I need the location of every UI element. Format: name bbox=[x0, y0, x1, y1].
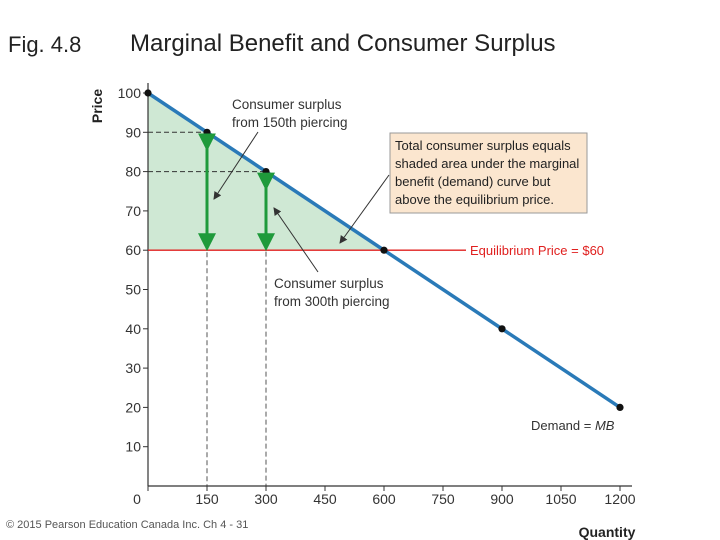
note-line-4: above the equilibrium price. bbox=[395, 192, 554, 207]
surplus-arrows-layer bbox=[198, 133, 275, 252]
x-tick-label-300: 300 bbox=[254, 491, 278, 507]
annotation-cs300-line-2: from 300th piercing bbox=[274, 294, 390, 309]
x-tick-label-150: 150 bbox=[195, 491, 219, 507]
annotation-cs300-line-1: Consumer surplus bbox=[274, 276, 384, 291]
y-tick-label-50: 50 bbox=[125, 282, 141, 298]
y-tick-label-30: 30 bbox=[125, 360, 141, 376]
demand-point-1200 bbox=[616, 403, 624, 411]
x-tick-label-900: 900 bbox=[490, 491, 514, 507]
demand-point-900 bbox=[498, 325, 506, 333]
x-axis-label: Quantity bbox=[579, 524, 636, 540]
note-line-3: benefit (demand) curve but bbox=[395, 174, 551, 189]
demand-point-300 bbox=[262, 168, 270, 176]
y-tick-label-90: 90 bbox=[125, 124, 141, 140]
x-tick-label-450: 450 bbox=[313, 491, 337, 507]
x-tick-label-1200: 1200 bbox=[604, 491, 635, 507]
copyright-text: © 2015 Pearson Education Canada Inc. Ch … bbox=[6, 519, 249, 531]
x-tick-label-750: 750 bbox=[431, 491, 455, 507]
demand-point-600 bbox=[380, 246, 388, 254]
annotation-cs150-line-2: from 150th piercing bbox=[232, 115, 348, 130]
x-tick-label-600: 600 bbox=[372, 491, 396, 507]
x-tick-label-0: 0 bbox=[133, 491, 141, 507]
y-tick-label-20: 20 bbox=[125, 399, 141, 415]
demand-layer: Demand = MB bbox=[144, 89, 624, 433]
figure-label: Fig. 4.8 bbox=[8, 32, 82, 57]
demand-point-150 bbox=[203, 128, 211, 136]
annotation-cs300-pointer bbox=[273, 207, 319, 273]
y-tick-label-60: 60 bbox=[125, 242, 141, 258]
y-tick-label-100: 100 bbox=[118, 85, 142, 101]
demand-point-0 bbox=[144, 89, 152, 97]
note-line-2: shaded area under the marginal bbox=[395, 156, 579, 171]
note-pointer bbox=[339, 174, 390, 244]
note-box bbox=[389, 132, 588, 214]
y-tick-label-40: 40 bbox=[125, 321, 141, 337]
annotation-cs150-line-1: Consumer surplus bbox=[232, 97, 342, 112]
y-tick-label-70: 70 bbox=[125, 203, 141, 219]
axes-layer: 10 20 30 40 50 60 70 80 90 100 0 150 300 450 600 750 900… bbox=[89, 83, 636, 540]
x-tick-label-1050: 1050 bbox=[545, 491, 576, 507]
figure-title: Marginal Benefit and Consumer Surplus bbox=[130, 30, 556, 57]
annotation-cs150-pointer bbox=[213, 131, 259, 200]
y-tick-label-10: 10 bbox=[125, 439, 141, 455]
annotations-layer: Consumer surplus from 150th piercing Consu… bbox=[213, 97, 588, 309]
y-tick-label-80: 80 bbox=[125, 164, 141, 180]
note-line-1: Total consumer surplus equals bbox=[395, 138, 571, 153]
demand-label: Demand = MB bbox=[531, 418, 615, 433]
y-axis-label: Price bbox=[89, 89, 105, 123]
equilibrium-price-label: Equilibrium Price = $60 bbox=[470, 243, 604, 258]
